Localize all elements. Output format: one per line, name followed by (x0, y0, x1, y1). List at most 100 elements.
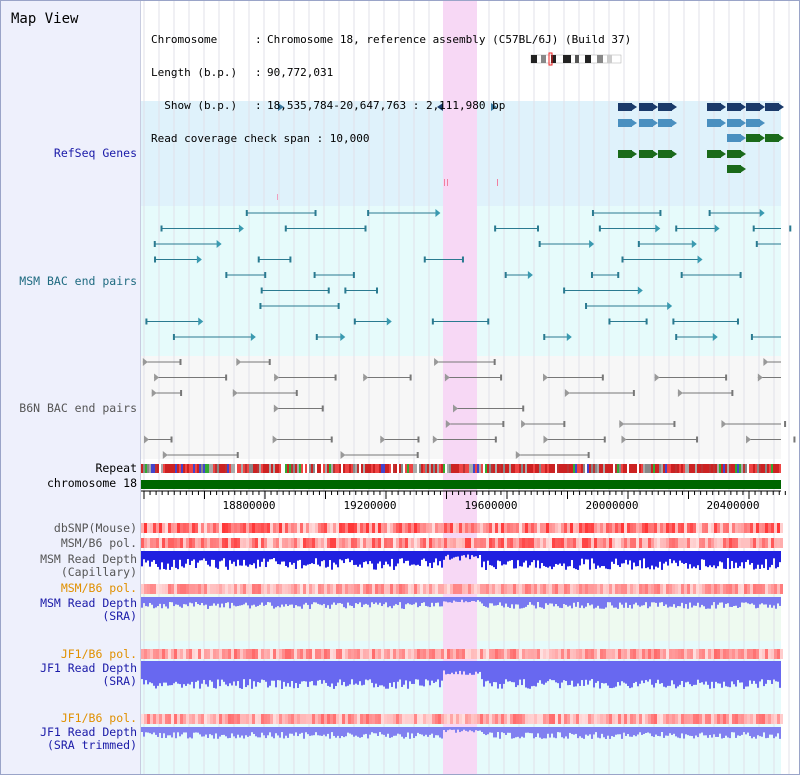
gene-arrow (778, 103, 784, 111)
msm-b6-pol-bin (366, 538, 369, 548)
jf1-trimmed-depth-bin (153, 727, 155, 733)
msm-b6-pol-bin (291, 538, 294, 548)
track-label-jf1-b6-pol-2[interactable]: JF1/B6 pol. (60, 711, 137, 725)
repeat-block (475, 464, 477, 473)
jf1-b6-pol-bin (303, 714, 306, 724)
msm-b6-pol-bin (519, 584, 522, 594)
track-label-dbsnp[interactable]: dbSNP(Mouse) (53, 521, 137, 535)
msm-sra-depth-bin (629, 597, 631, 606)
genome-track-plot[interactable]: 18800000 19200000 19600000 20000000 20400000 (141, 1, 800, 775)
repeat-block (493, 464, 495, 473)
track-label-b6n-bac-end-pairs[interactable]: B6N BAC end pairs (19, 401, 137, 415)
jf1-trimmed-depth-bin (167, 727, 169, 736)
repeat-block (229, 464, 231, 473)
repeat-block (527, 464, 529, 473)
jf1-trimmed-depth-bin (341, 727, 343, 736)
msm-b6-pol-bin (597, 538, 600, 548)
jf1-b6-pol-bin (144, 649, 147, 659)
msm-sra-depth-bin (313, 597, 315, 603)
jf1-b6-pol-bin (342, 649, 345, 659)
jf1-trimmed-depth-bin (479, 727, 481, 731)
jf1-b6-pol-bin (621, 714, 624, 724)
track-label-msm-b6-pol-1[interactable]: MSM/B6 pol. (60, 536, 137, 550)
jf1-b6-pol-bin (636, 714, 639, 724)
msm-sra-depth-bin (759, 597, 761, 605)
track-label-repeat[interactable]: Repeat (95, 461, 137, 475)
msm-sra-depth-bin (691, 597, 693, 608)
bac-end (538, 241, 541, 247)
track-label-msm-b6-pol-2[interactable]: MSM/B6 pol. (60, 581, 137, 595)
jf1-b6-pol-bin (741, 714, 744, 724)
msm-capillary-depth-bin (361, 551, 363, 568)
dbsnp-bin (336, 523, 339, 533)
msm-capillary-depth-bin (775, 551, 777, 569)
gene-tick (447, 179, 448, 186)
jf1-depth-bin (349, 661, 351, 685)
jf1-b6-pol-bin (486, 649, 489, 659)
track-label-jf1-read-depth[interactable]: JF1 Read Depth (40, 661, 137, 675)
msm-capillary-depth-bin (599, 551, 601, 568)
jf1-depth-bin (361, 661, 363, 686)
repeat-block (339, 464, 341, 473)
jf1-b6-pol-bin (687, 649, 690, 659)
msm-capillary-depth-bin (481, 551, 483, 568)
msm-b6-pol-bin (240, 584, 243, 594)
msm-b6-pol-bin (480, 538, 483, 548)
jf1-depth-bin (405, 661, 407, 681)
bac-end (536, 225, 539, 232)
repeat-block (741, 464, 743, 473)
msm-sra-depth-bin (679, 597, 681, 607)
track-label-msm-bac-end-pairs[interactable]: MSM BAC end pairs (19, 274, 137, 288)
msm-sra-depth-bin (633, 597, 635, 605)
jf1-depth-bin (375, 661, 377, 684)
repeat-block (773, 464, 775, 473)
track-label-msm-read-depth-sra[interactable]: MSM Read Depth (40, 596, 137, 610)
repeat-block (293, 464, 295, 473)
msm-capillary-depth-bin (269, 551, 271, 560)
msm-capillary-depth-bin (231, 551, 233, 564)
dbsnp-bin (648, 523, 651, 533)
jf1-trimmed-depth-bin (743, 727, 745, 733)
track-label-chromosome[interactable]: chromosome 18 (46, 476, 137, 490)
msm-b6-pol-bin (171, 538, 174, 548)
dbsnp-bin (597, 523, 600, 533)
msm-b6-pol-bin (609, 538, 612, 548)
gene-arrow (759, 119, 765, 127)
jf1-b6-pol-bin (540, 714, 543, 724)
repeat-block (415, 464, 417, 473)
jf1-trimmed-depth-bin (523, 727, 525, 738)
jf1-b6-pol-bin (279, 649, 282, 659)
msm-sra-depth-bin (605, 597, 607, 608)
repeat-block (383, 464, 385, 473)
chromosome-bar[interactable] (141, 480, 781, 489)
repeat-block (333, 464, 335, 473)
bac-end-arrow (637, 286, 643, 295)
msm-capillary-depth-bin (601, 551, 603, 567)
msm-b6-pol-bin (258, 584, 261, 594)
msm-sra-depth-bin (645, 597, 647, 603)
msm-capillary-depth-bin (409, 551, 411, 566)
track-label-msm-read-depth-capillary[interactable]: MSM Read Depth (40, 552, 137, 566)
jf1-trimmed-depth-bin (559, 727, 561, 733)
msm-b6-pol-bin (546, 584, 549, 594)
msm-sra-depth-bin (723, 597, 725, 608)
jf1-trimmed-depth-bin (531, 727, 533, 734)
msm-capillary-depth-bin (161, 551, 163, 563)
msm-b6-pol-bin (690, 584, 693, 594)
bac-end (755, 241, 758, 247)
msm-capillary-depth-bin (249, 551, 251, 565)
jf1-b6-pol-bin (198, 714, 201, 724)
msm-capillary-depth-bin (295, 551, 297, 569)
repeat-block (625, 464, 627, 473)
jf1-b6-pol-bin (381, 714, 384, 724)
repeat-block (703, 464, 705, 473)
repeat-block (153, 464, 155, 473)
track-label-jf1-read-depth-trimmed[interactable]: JF1 Read Depth (40, 725, 137, 739)
jf1-depth-bin (385, 661, 387, 689)
dbsnp-bin (333, 523, 336, 533)
track-label-jf1-b6-pol-1[interactable]: JF1/B6 pol. (60, 647, 137, 661)
jf1-b6-pol-bin (276, 714, 279, 724)
msm-b6-pol-bin (468, 538, 471, 548)
jf1-b6-pol-bin (180, 714, 183, 724)
track-label-refseq-genes[interactable]: RefSeq Genes (53, 146, 137, 160)
